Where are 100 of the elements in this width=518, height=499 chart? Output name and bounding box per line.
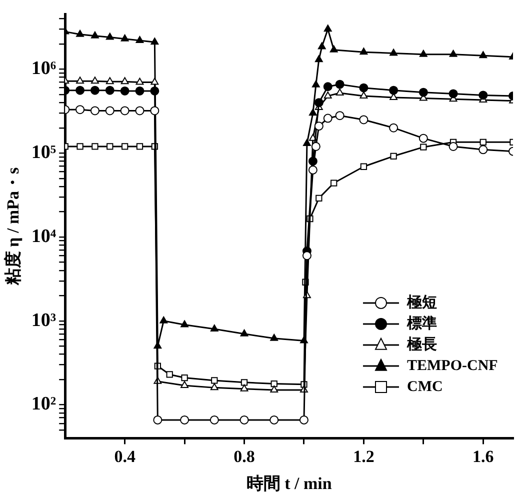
point (270, 415, 279, 424)
point (106, 32, 114, 40)
point (323, 114, 332, 123)
point (76, 105, 85, 114)
point (448, 142, 458, 151)
point (160, 316, 168, 324)
point (136, 78, 144, 85)
point (76, 143, 84, 150)
point (136, 143, 144, 150)
point (359, 83, 368, 92)
point (76, 76, 84, 84)
point (330, 180, 338, 186)
point (240, 384, 248, 392)
x-axis-title: 時間 t / min (246, 474, 332, 494)
point (76, 30, 84, 37)
point (360, 48, 368, 55)
point (120, 86, 130, 96)
point (120, 34, 129, 42)
point (330, 45, 338, 52)
x-tick-label: 1.2 (353, 446, 374, 466)
y-tick-label: 10² (31, 394, 56, 415)
point (90, 106, 100, 116)
point (180, 320, 188, 328)
legend-label: TEMPO-CNF (407, 358, 498, 374)
point (150, 106, 160, 116)
point (360, 91, 368, 98)
point (105, 106, 114, 116)
point (314, 122, 324, 131)
legend-label: 極短 (406, 294, 437, 311)
point (106, 77, 114, 84)
point (92, 143, 98, 150)
point (76, 86, 85, 95)
point (324, 91, 332, 98)
legend-label: 極長 (406, 336, 437, 353)
point (181, 374, 188, 382)
point (210, 324, 218, 332)
point (448, 89, 458, 98)
point (420, 144, 427, 150)
point (335, 80, 344, 89)
point (210, 415, 219, 424)
point (135, 106, 144, 116)
point (478, 90, 488, 100)
point (449, 50, 458, 57)
point (308, 108, 317, 116)
point (480, 138, 486, 146)
point (106, 143, 114, 150)
point (121, 143, 128, 150)
point (324, 24, 332, 32)
point (105, 86, 114, 95)
legend-label: 標準 (406, 314, 437, 332)
point (180, 380, 188, 388)
point (240, 415, 249, 424)
y-tick-label: 10⁴ (31, 226, 56, 247)
y-tick-label: 10⁵ (31, 142, 56, 164)
point (390, 48, 398, 56)
point (311, 142, 320, 151)
point (135, 86, 144, 96)
point (418, 134, 428, 143)
point (314, 55, 323, 62)
x-tick-label: 0.4 (114, 446, 136, 466)
point (240, 379, 248, 386)
point (314, 98, 324, 108)
point (210, 383, 218, 390)
point (150, 78, 159, 85)
point (120, 106, 130, 116)
point (270, 380, 278, 388)
y-axis-title: 粘度 η / mPa・s (4, 167, 23, 286)
point (312, 80, 320, 88)
point (308, 165, 318, 174)
point (153, 415, 162, 424)
point (90, 76, 99, 84)
point (389, 86, 398, 95)
point (270, 386, 278, 393)
point (336, 88, 344, 96)
point (180, 415, 190, 424)
point (299, 415, 308, 424)
point (166, 371, 173, 378)
point (302, 251, 312, 260)
point (270, 334, 278, 341)
legend-label: CMC (407, 378, 443, 395)
x-tick-label: 1.6 (472, 446, 494, 466)
point (90, 86, 100, 95)
point (323, 82, 332, 92)
point (240, 329, 248, 336)
point (418, 88, 428, 97)
point (360, 163, 368, 170)
point (419, 50, 428, 57)
point (120, 77, 129, 84)
point (316, 194, 322, 202)
point (390, 152, 397, 160)
y-tick-label: 10³ (31, 310, 56, 331)
point (335, 111, 344, 120)
point (150, 38, 159, 45)
point (136, 36, 144, 43)
point (479, 51, 488, 58)
point (478, 145, 488, 154)
x-tick-label: 0.8 (234, 446, 255, 466)
point (389, 123, 398, 132)
point (211, 377, 218, 384)
point (90, 31, 99, 38)
